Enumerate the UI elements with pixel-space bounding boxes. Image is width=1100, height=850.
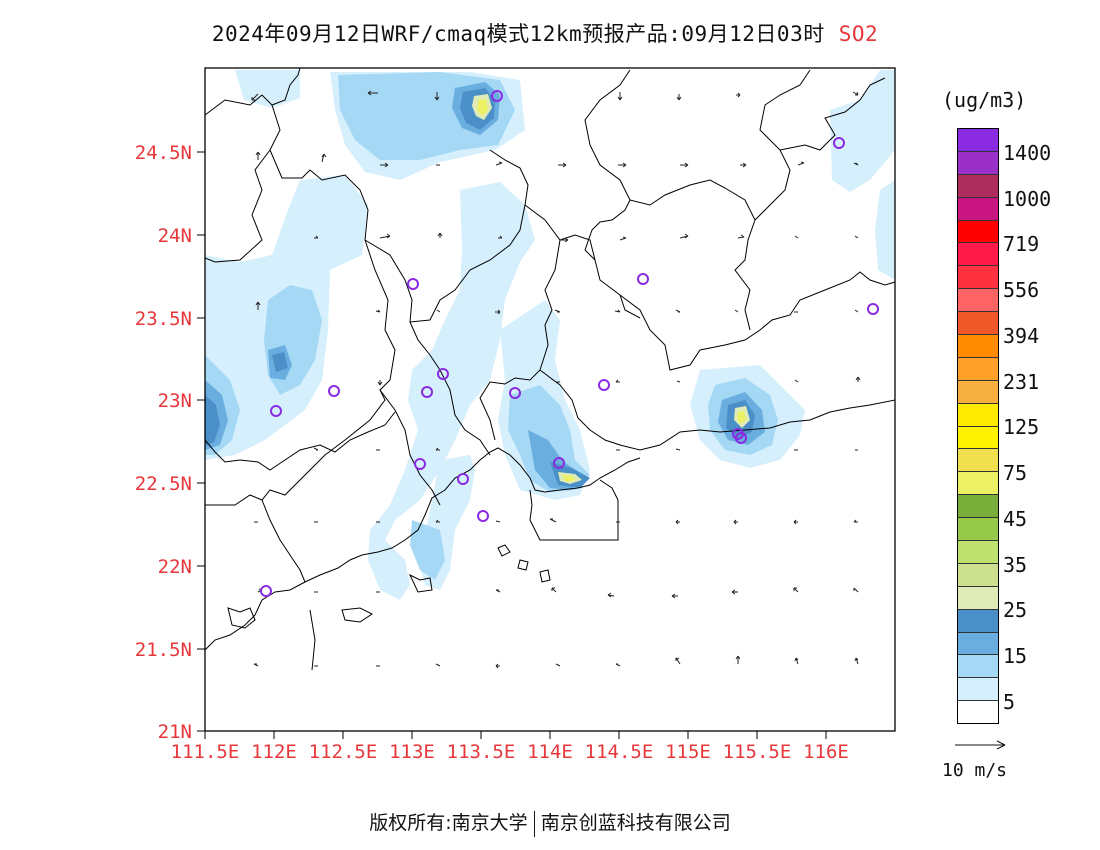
legend-color-swatch <box>958 403 998 427</box>
y-tick-labels: 21N 21.5N 22N 22.5N 23N 23.5N 24N 24.5N <box>135 142 192 743</box>
title-main: 2024年09月12日WRF/cmaq模式12km预报产品:09月12日03时 <box>211 22 825 46</box>
legend-color-swatch <box>958 335 998 358</box>
legend-label: 15 <box>1003 644 1028 668</box>
y-tick-label: 24N <box>158 225 192 247</box>
x-tick-label: 115E <box>665 741 711 763</box>
legend-label: 25 <box>1003 598 1028 622</box>
station-marker <box>421 386 433 398</box>
legend-unit: (ug/m3) <box>942 88 1027 112</box>
legend-color-swatch <box>958 563 998 587</box>
station-marker <box>509 387 521 399</box>
x-tick-label: 113.5E <box>447 741 516 763</box>
footer-right: 南京创蓝科技有限公司 <box>540 812 731 834</box>
legend-label: 35 <box>1003 553 1028 577</box>
legend-label: 556 <box>1003 278 1040 302</box>
wind-scale-label: 10 m/s <box>942 760 1008 781</box>
y-tick-label: 21.5N <box>135 639 192 661</box>
station-marker <box>491 90 503 102</box>
legend-label: 1400 <box>1003 141 1052 165</box>
footer-left: 版权所有:南京大学 <box>369 812 528 834</box>
y-tick-marks <box>197 151 205 732</box>
legend-color-swatch <box>958 632 998 656</box>
legend-color-swatch <box>958 701 998 724</box>
legend-color-swatch <box>958 197 998 221</box>
legend-color-swatch <box>958 586 998 610</box>
station-marker <box>637 273 649 285</box>
legend-color-swatch <box>958 495 998 519</box>
station-marker <box>457 473 469 485</box>
legend-color-swatch <box>958 449 998 473</box>
station-marker <box>270 405 282 417</box>
legend-color-swatch <box>958 655 998 679</box>
x-tick-label: 112.5E <box>309 741 378 763</box>
legend-label: 394 <box>1003 324 1040 348</box>
station-marker <box>553 457 565 469</box>
legend-color-swatch <box>958 266 998 290</box>
x-tick-label: 113E <box>389 741 435 763</box>
legend-color-swatch <box>958 609 998 633</box>
color-legend <box>957 128 999 724</box>
legend-color-swatch <box>958 380 998 404</box>
legend-label: 1000 <box>1003 187 1052 211</box>
station-marker <box>437 368 449 380</box>
x-tick-label: 114.5E <box>585 741 654 763</box>
legend-color-swatch <box>958 129 998 152</box>
legend-label: 45 <box>1003 507 1028 531</box>
station-marker <box>598 379 610 391</box>
legend-color-swatch <box>958 518 998 542</box>
legend-label: 125 <box>1003 415 1040 439</box>
y-tick-label: 22N <box>158 556 192 578</box>
map-title: 2024年09月12日WRF/cmaq模式12km预报产品:09月12日03时 S… <box>0 18 1090 48</box>
x-tick-labels: 111.5E 112E 112.5E 113E 113.5E 114E 114.… <box>171 741 849 763</box>
station-marker <box>833 137 845 149</box>
legend-color-swatch <box>958 541 998 564</box>
legend-color-swatch <box>958 289 998 313</box>
title-variable: SO2 <box>838 22 879 46</box>
legend-label: 75 <box>1003 461 1028 485</box>
y-tick-label: 22.5N <box>135 473 192 495</box>
x-tick-label: 114E <box>527 741 573 763</box>
station-marker <box>328 385 340 397</box>
station-marker <box>867 303 879 315</box>
legend-label: 5 <box>1003 690 1016 714</box>
x-tick-label: 115.5E <box>723 741 792 763</box>
legend-label: 719 <box>1003 232 1040 256</box>
y-tick-label: 24.5N <box>135 142 192 164</box>
station-marker <box>260 585 272 597</box>
y-tick-label: 21N <box>158 721 192 743</box>
legend-color-swatch <box>958 151 998 175</box>
x-tick-label: 112E <box>251 741 297 763</box>
x-tick-label: 111.5E <box>171 741 240 763</box>
station-marker <box>477 510 489 522</box>
wind-scale-arrow <box>955 740 1006 750</box>
boundary-lines <box>205 68 895 671</box>
station-markers <box>260 90 879 597</box>
legend-color-swatch <box>958 220 998 244</box>
x-tick-marks <box>204 731 827 739</box>
station-marker <box>407 278 419 290</box>
y-tick-label: 23.5N <box>135 308 192 330</box>
x-tick-label: 116E <box>803 741 849 763</box>
legend-color-swatch <box>958 174 998 198</box>
y-tick-label: 23N <box>158 390 192 412</box>
station-marker <box>735 432 747 444</box>
legend-label: 231 <box>1003 370 1040 394</box>
concentration-shading <box>205 70 895 600</box>
legend-color-swatch <box>958 472 998 496</box>
legend-color-swatch <box>958 678 998 702</box>
station-marker <box>414 458 426 470</box>
copyright-footer: 版权所有:南京大学 南京创蓝科技有限公司 <box>0 808 1100 837</box>
footer-separator <box>533 810 535 837</box>
legend-color-swatch <box>958 312 998 336</box>
wind-vectors <box>251 90 861 669</box>
legend-color-swatch <box>958 426 998 450</box>
legend-color-swatch <box>958 243 998 267</box>
legend-color-swatch <box>958 357 998 381</box>
